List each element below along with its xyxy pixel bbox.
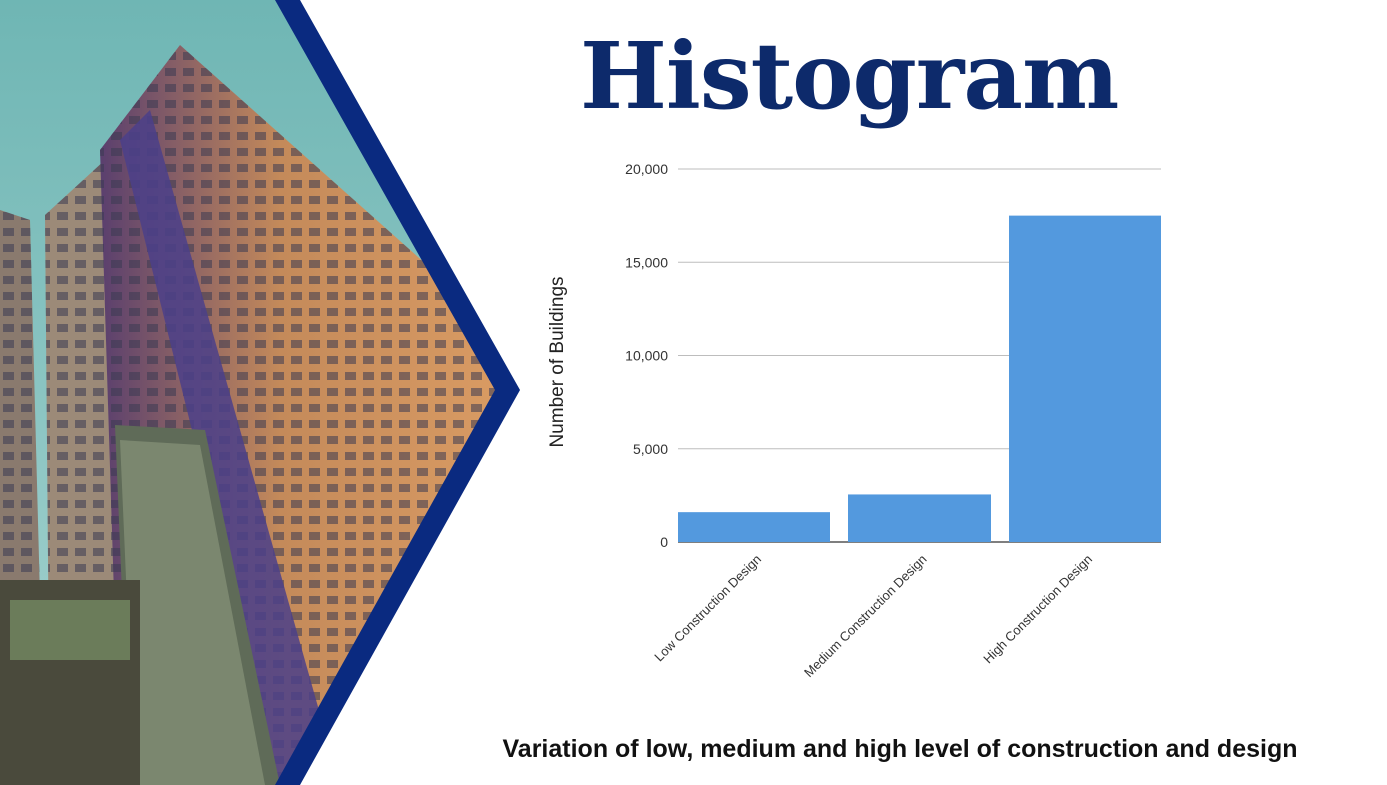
x-category-label: Low Construction Design xyxy=(651,552,764,665)
x-axis-labels: Low Construction Design Medium Constructi… xyxy=(651,552,1095,681)
y-tick-label: 10,000 xyxy=(625,348,668,364)
bar-chart: 0 5,000 10,000 15,000 20,000 Low Constructio… xyxy=(547,161,1161,681)
bars xyxy=(678,215,1161,542)
bar xyxy=(678,512,830,542)
y-axis-title: Number of Buildings xyxy=(547,276,568,447)
x-category-label: High Construction Design xyxy=(980,552,1095,667)
slide-subtitle: Variation of low, medium and high level … xyxy=(502,735,1298,763)
bar xyxy=(848,494,991,542)
building-photo xyxy=(0,0,520,785)
page-title: Histogram xyxy=(580,22,1119,130)
y-tick-label: 15,000 xyxy=(625,254,668,270)
y-tick-label: 0 xyxy=(660,534,668,550)
y-tick-label: 5,000 xyxy=(633,441,668,457)
y-axis-ticks: 0 5,000 10,000 15,000 20,000 xyxy=(625,161,668,550)
bar xyxy=(1009,215,1161,542)
x-category-label: Medium Construction Design xyxy=(801,552,930,681)
y-tick-label: 20,000 xyxy=(625,161,668,177)
